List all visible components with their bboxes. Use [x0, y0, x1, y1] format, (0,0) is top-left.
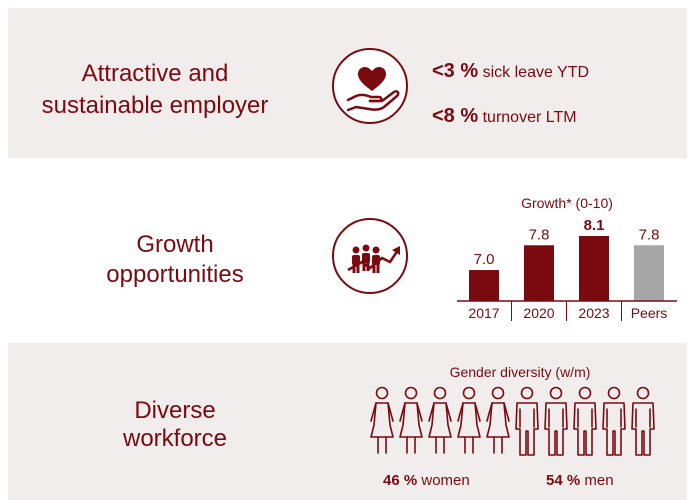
woman-icon: [486, 386, 510, 454]
employer-heading: Attractive and sustainable employer: [41, 60, 269, 119]
turnover-stat: <8 % turnover LTM: [432, 105, 577, 128]
man-icon: [602, 386, 626, 456]
sick-leave-value: <3 %: [432, 60, 479, 82]
growth-chart: Growth* (0-10) 7.0 2017 7.8 2020 8.1 2023 7.8 P…: [457, 195, 677, 321]
people-growth-icon: [332, 218, 408, 294]
category-label-2020: 2020: [523, 305, 554, 321]
value-label-2023: 8.1: [584, 217, 605, 234]
value-label-2020: 7.8: [529, 226, 550, 243]
woman-icon: [428, 386, 452, 454]
man-icon: [631, 386, 655, 456]
gender-diversity-title: Gender diversity (w/m): [449, 364, 591, 380]
bar-2020: [524, 245, 554, 301]
value-label-peers: 7.8: [639, 226, 660, 243]
category-label-2017: 2017: [468, 305, 499, 321]
men-value: 54 %: [546, 472, 581, 489]
turnover-value: <8 %: [432, 105, 479, 127]
gender-figures: [370, 386, 655, 456]
chart-title: Growth* (0-10): [521, 195, 613, 211]
sick-leave-stat: <3 % sick leave YTD: [432, 60, 589, 83]
sick-leave-label: sick leave YTD: [482, 64, 590, 81]
women-value: 46 %: [383, 472, 418, 489]
women-share: 46 % women: [383, 472, 470, 489]
woman-icon: [399, 386, 423, 454]
man-icon: [573, 386, 597, 456]
men-label: men: [584, 472, 614, 489]
men-share: 54 % men: [546, 472, 614, 489]
man-icon: [515, 386, 539, 456]
turnover-label: turnover LTM: [482, 109, 577, 126]
man-icon: [544, 386, 568, 456]
woman-icon: [457, 386, 481, 454]
heart-hand-icon: [332, 48, 408, 124]
bar-peers: [634, 245, 664, 301]
category-label-peers: Peers: [631, 305, 668, 321]
value-label-2017: 7.0: [474, 251, 495, 268]
growth-heading: Growth opportunities: [106, 231, 244, 288]
bar-2017: [469, 270, 499, 301]
woman-icon: [370, 386, 394, 454]
bar-2023: [579, 236, 609, 301]
diversity-heading: Diverse workforce: [122, 397, 228, 452]
category-label-2023: 2023: [578, 305, 609, 321]
women-label: women: [421, 472, 470, 489]
